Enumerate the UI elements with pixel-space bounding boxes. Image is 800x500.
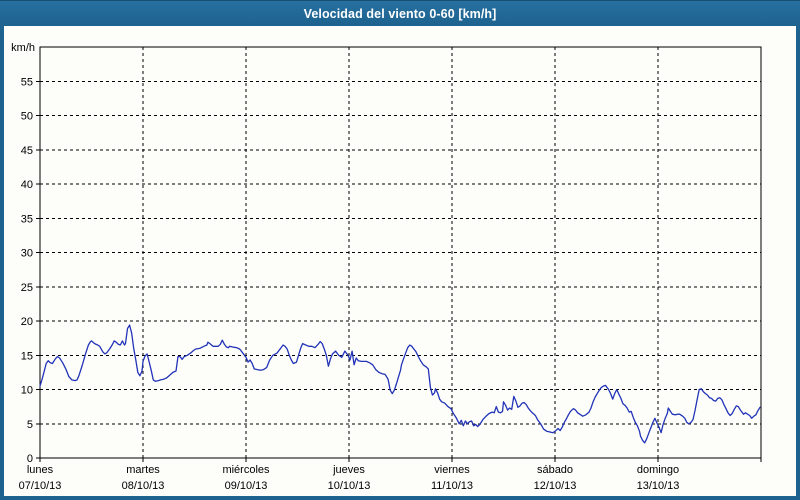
wind-speed-line-chart: 0 5 10 15 20 25 30 35 40 45 50 55 km/h lunes 07/10/13 m… — [11, 42, 762, 492]
axis-ticks — [36, 80, 762, 462]
day-name-label: lunes — [27, 464, 54, 476]
chart-title: Velocidad del viento 0-60 [km/h] — [303, 6, 497, 21]
day-date-label: 08/10/13 — [122, 480, 165, 492]
svg-text:50: 50 — [21, 111, 33, 123]
svg-text:45: 45 — [21, 145, 33, 157]
day-name-label: viernes — [434, 464, 470, 476]
y-axis-unit-label: km/h — [11, 42, 35, 54]
svg-text:10: 10 — [21, 385, 33, 397]
grid-lines — [40, 47, 761, 458]
wind-speed-series-line — [39, 324, 761, 444]
y-axis-labels: 0 5 10 15 20 25 30 35 40 45 50 55 — [21, 76, 33, 465]
day-date-label: 13/10/13 — [637, 480, 680, 492]
day-date-label: 11/10/13 — [431, 480, 473, 492]
day-name-label: martes — [126, 464, 160, 476]
day-name-label: miércoles — [222, 464, 270, 476]
day-date-label: 10/10/13 — [328, 480, 371, 492]
svg-text:5: 5 — [27, 419, 33, 431]
svg-text:25: 25 — [21, 282, 33, 294]
day-date-label: 12/10/13 — [534, 480, 577, 492]
x-axis-day-labels: lunes 07/10/13 martes 08/10/13 miércoles 09/1… — [19, 464, 680, 492]
svg-text:40: 40 — [21, 179, 33, 191]
svg-text:30: 30 — [21, 248, 33, 260]
svg-text:55: 55 — [21, 76, 33, 88]
day-name-label: sábado — [537, 464, 573, 476]
svg-text:0: 0 — [27, 453, 33, 465]
svg-text:15: 15 — [21, 350, 33, 362]
day-date-label: 09/10/13 — [225, 480, 268, 492]
day-name-label: domingo — [637, 464, 679, 476]
day-date-label: 07/10/13 — [19, 480, 62, 492]
chart-title-bar: Velocidad del viento 0-60 [km/h] — [0, 0, 800, 26]
svg-text:20: 20 — [21, 316, 33, 328]
chart-area: 0 5 10 15 20 25 30 35 40 45 50 55 km/h lunes 07/10/13 m… — [4, 26, 796, 496]
day-name-label: jueves — [332, 464, 365, 476]
svg-text:35: 35 — [21, 213, 33, 225]
